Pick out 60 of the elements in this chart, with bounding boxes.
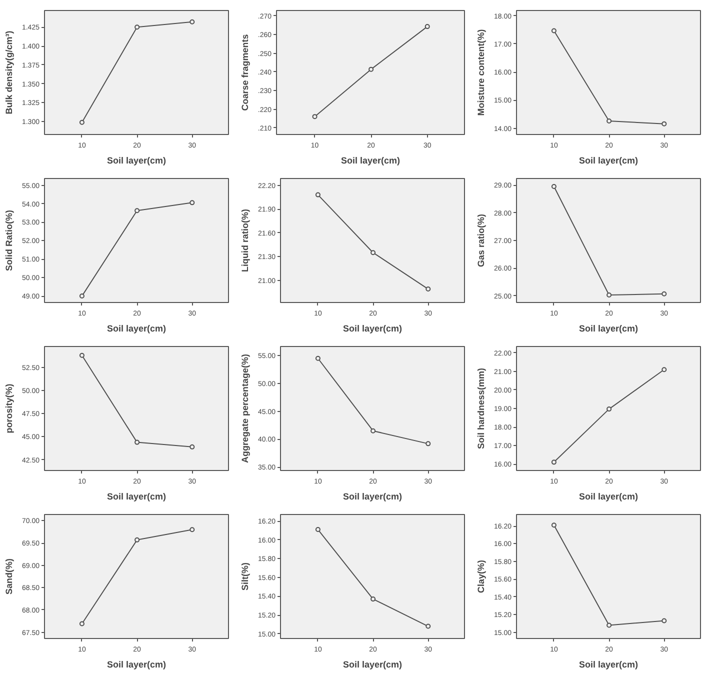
point (662, 618, 667, 624)
x-axis-title: Soil layer(cm) (106, 156, 166, 166)
point (315, 527, 320, 532)
y-axis-title: Silt(%) (240, 562, 250, 590)
y-axis-title: Bulk density(g/cm³) (4, 30, 14, 114)
point (370, 596, 376, 602)
y-axis-title: Sand(%) (4, 558, 14, 594)
point (424, 24, 430, 30)
point (190, 527, 195, 532)
x-axis-title: Soil layer(cm) (578, 324, 638, 334)
x-axis-title: Soil layer(cm) (342, 660, 402, 670)
y-axis-title: Aggregate percentage(%) (240, 354, 250, 464)
x-axis-title: Soil layer(cm) (578, 660, 638, 670)
point (426, 286, 431, 292)
point (79, 352, 84, 358)
y-axis-title: Gas ratio(%) (476, 214, 486, 268)
y-axis-title: Moisture content(%) (476, 29, 486, 116)
point (606, 622, 612, 628)
y-axis-title: Liquid ratio(%) (240, 208, 250, 272)
point (426, 624, 431, 629)
point (190, 19, 195, 24)
point (134, 24, 140, 30)
point (190, 200, 195, 206)
y-axis-title: porosity(%) (4, 384, 14, 434)
y-axis-title: Solid Ratio(%) (4, 210, 14, 271)
y-axis-title: Coarse fragments (240, 34, 250, 111)
x-axis-title: Soil layer(cm) (106, 660, 166, 670)
point (662, 291, 667, 296)
point (312, 114, 318, 120)
point (551, 522, 556, 528)
point (79, 621, 84, 626)
point (315, 192, 320, 198)
x-axis-title: Soil layer(cm) (342, 324, 402, 334)
point (190, 444, 195, 450)
point (662, 121, 667, 126)
y-axis-title: Clay(%) (476, 560, 486, 594)
point (370, 250, 376, 256)
x-axis-title: Soil layer(cm) (578, 156, 638, 166)
point (134, 440, 140, 445)
point (662, 367, 667, 372)
point (606, 292, 612, 298)
point (134, 537, 140, 542)
point (79, 294, 84, 299)
x-axis-title: Soil layer(cm) (578, 492, 638, 502)
point (606, 118, 612, 124)
x-axis-title: Soil layer(cm) (340, 156, 400, 166)
point (551, 28, 556, 34)
point (370, 428, 376, 434)
x-axis-title: Soil layer(cm) (106, 324, 166, 334)
y-axis-title: Soil hardness(mm) (476, 368, 486, 450)
point (134, 208, 140, 214)
point (551, 460, 556, 465)
point (79, 120, 84, 125)
point (368, 66, 374, 72)
point (606, 406, 612, 412)
point (315, 356, 320, 361)
x-axis-title: Soil layer(cm) (106, 492, 166, 502)
x-axis-title: Soil layer(cm) (342, 492, 402, 502)
point (426, 441, 431, 446)
point (551, 184, 556, 190)
